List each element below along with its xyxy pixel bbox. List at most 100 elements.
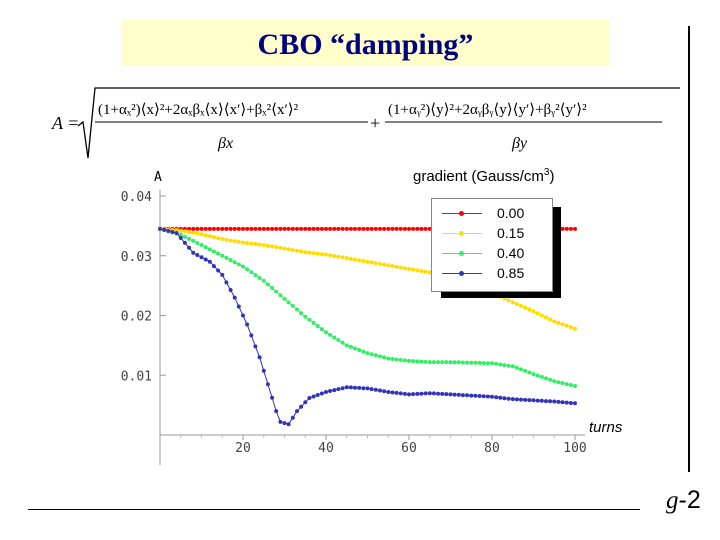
data-point <box>220 272 225 277</box>
data-point <box>307 396 312 400</box>
data-point <box>357 348 362 352</box>
data-point <box>402 358 407 363</box>
data-point <box>390 390 395 395</box>
data-point <box>386 356 391 361</box>
data-point <box>419 269 424 273</box>
data-point <box>187 245 192 250</box>
data-point <box>261 368 266 373</box>
data-point <box>207 226 212 231</box>
legend-entry: 0.15 <box>432 225 552 245</box>
data-point <box>286 247 291 252</box>
data-point <box>535 373 540 378</box>
data-point <box>274 289 279 294</box>
data-point <box>191 250 196 255</box>
data-point <box>502 363 507 368</box>
data-point <box>402 266 407 271</box>
data-point <box>307 226 312 231</box>
data-point <box>357 226 362 231</box>
data-point <box>286 226 291 231</box>
data-point <box>481 361 486 366</box>
data-point <box>361 349 366 354</box>
y-tick-label: 0.03 <box>121 250 152 265</box>
data-point <box>344 256 349 261</box>
data-point <box>411 392 416 397</box>
data-point <box>232 239 237 244</box>
data-point <box>427 270 432 275</box>
data-point <box>523 305 528 310</box>
formula-y-numerator: (1+αᵧ²)⟨y⟩²+2αᵧβᵧ⟨y⟩⟨y′⟩+βᵧ²⟨y′⟩² <box>388 102 587 118</box>
data-point <box>531 309 536 314</box>
data-point <box>324 252 328 257</box>
data-point <box>216 236 221 241</box>
data-point <box>295 226 299 231</box>
data-point <box>282 246 287 251</box>
formula-x-numerator: (1+αₓ²)⟨x⟩²+2αₓβₓ⟨x⟩⟨x′⟩+βₓ²⟨x′⟩² <box>98 102 299 118</box>
legend-label: 0.85 <box>497 265 525 281</box>
right-divider-line <box>688 26 690 472</box>
data-point <box>510 364 515 369</box>
legend-swatch-dot <box>459 271 464 276</box>
data-point <box>344 343 349 348</box>
legend-label: 0.40 <box>497 245 525 261</box>
data-point <box>307 250 312 255</box>
data-point <box>253 226 258 231</box>
y-axis-label: A <box>154 170 162 185</box>
data-point <box>340 226 345 231</box>
data-point <box>236 239 241 244</box>
data-point <box>336 338 341 343</box>
data-point <box>431 360 436 365</box>
data-point <box>411 267 416 272</box>
data-point <box>398 265 403 270</box>
data-point <box>564 400 569 405</box>
data-point <box>427 226 432 231</box>
data-point <box>274 226 279 231</box>
data-point <box>527 398 532 403</box>
data-point <box>469 393 474 398</box>
legend-swatch-dot <box>459 231 464 236</box>
data-point <box>398 391 403 396</box>
data-point <box>195 253 200 257</box>
data-point <box>514 397 519 402</box>
data-point <box>485 361 490 366</box>
data-point <box>228 288 233 292</box>
data-point <box>332 388 337 393</box>
data-point <box>556 320 561 325</box>
series-0-85 <box>158 226 577 427</box>
data-point <box>514 365 519 370</box>
data-point <box>232 295 237 300</box>
title-box: CBO “damping” <box>121 20 610 66</box>
data-point <box>386 263 391 268</box>
data-point <box>311 320 316 325</box>
data-point <box>253 242 258 246</box>
data-point <box>257 242 262 247</box>
data-point <box>423 226 428 231</box>
data-point <box>245 322 250 327</box>
data-point <box>311 226 316 231</box>
data-point <box>336 254 341 259</box>
data-point <box>548 399 553 404</box>
data-point <box>344 226 349 231</box>
data-point <box>315 251 320 256</box>
data-point <box>216 268 221 273</box>
x-axis-label: turns <box>589 419 623 436</box>
data-point <box>402 391 407 396</box>
data-point <box>191 226 196 231</box>
data-point <box>394 264 399 269</box>
data-point <box>203 245 208 250</box>
data-point <box>465 360 470 365</box>
data-point <box>303 250 308 255</box>
data-point <box>199 226 204 231</box>
data-point <box>564 226 569 231</box>
data-point <box>249 241 254 246</box>
data-point <box>178 236 183 240</box>
data-point <box>278 245 283 250</box>
data-point <box>203 226 208 231</box>
data-point <box>365 351 370 356</box>
data-point <box>303 226 308 231</box>
data-point <box>485 394 490 399</box>
data-point <box>407 266 411 271</box>
data-point <box>402 226 407 231</box>
data-point <box>564 382 569 387</box>
data-point <box>427 360 432 365</box>
data-point <box>556 399 561 404</box>
